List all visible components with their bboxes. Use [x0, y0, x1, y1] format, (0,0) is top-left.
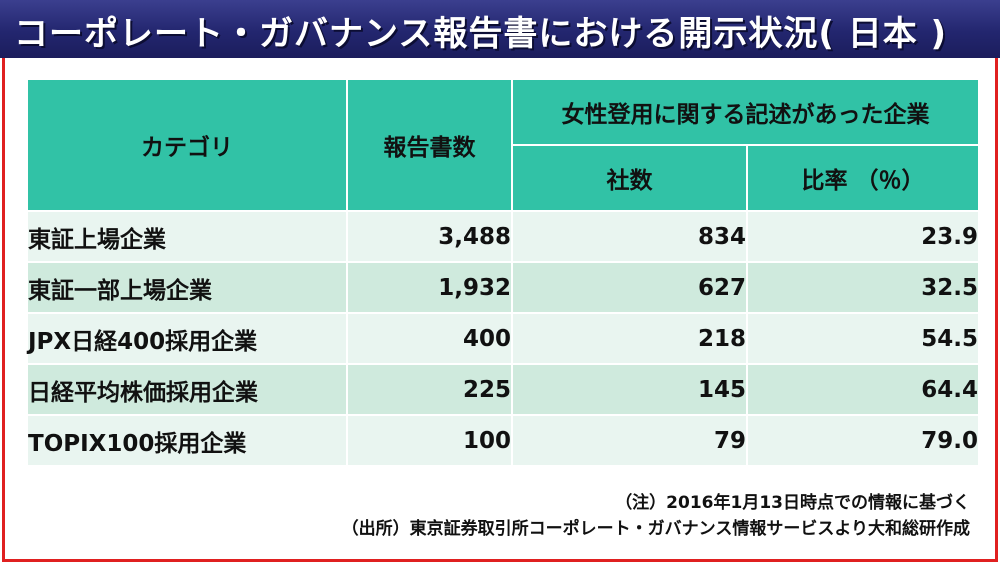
- cell-companies: 79: [511, 414, 748, 467]
- table-row: 東証一部上場企業 1,932 627 32.5: [26, 261, 980, 314]
- header-ratio: 比率 （％）: [746, 144, 980, 212]
- source-text: （出所）東京証券取引所コーポレート・ガバナンス情報サービスより大和総研作成: [341, 519, 970, 539]
- disclosure-table: カテゴリ 報告書数 女性登用に関する記述があった企業 社数 比率 （％） 東証上…: [26, 78, 980, 467]
- cell-ratio: 64.4: [746, 363, 980, 416]
- cell-reports: 100: [346, 414, 513, 467]
- cell-category: 日経平均株価採用企業: [26, 363, 348, 416]
- cell-reports: 400: [346, 312, 513, 365]
- cell-ratio: 32.5: [746, 261, 980, 314]
- cell-ratio: 23.9: [746, 210, 980, 263]
- cell-category: JPX日経400採用企業: [26, 312, 348, 365]
- cell-ratio: 79.0: [746, 414, 980, 467]
- header-reports: 報告書数: [346, 78, 513, 212]
- content-border: [2, 58, 998, 562]
- table-row: 東証上場企業 3,488 834 23.9: [26, 210, 980, 263]
- cell-ratio: 54.5: [746, 312, 980, 365]
- cell-reports: 225: [346, 363, 513, 416]
- note-text: （注）2016年1月13日時点での情報に基づく: [615, 493, 970, 513]
- cell-category: 東証一部上場企業: [26, 261, 348, 314]
- cell-reports: 3,488: [346, 210, 513, 263]
- header-companies: 社数: [511, 144, 748, 212]
- cell-companies: 627: [511, 261, 748, 314]
- cell-reports: 1,932: [346, 261, 513, 314]
- header-category: カテゴリ: [26, 78, 348, 212]
- footnotes: （注）2016年1月13日時点での情報に基づく （出所）東京証券取引所コーポレー…: [342, 490, 970, 542]
- cell-category: TOPIX100採用企業: [26, 414, 348, 467]
- table-row: JPX日経400採用企業 400 218 54.5: [26, 312, 980, 365]
- table-row: 日経平均株価採用企業 225 145 64.4: [26, 363, 980, 416]
- table-row: TOPIX100採用企業 100 79 79.0: [26, 414, 980, 467]
- cell-companies: 145: [511, 363, 748, 416]
- cell-companies: 834: [511, 210, 748, 263]
- cell-category: 東証上場企業: [26, 210, 348, 263]
- cell-companies: 218: [511, 312, 748, 365]
- slide-title: コーポレート・ガバナンス報告書における開示状況( 日本 ): [14, 14, 948, 54]
- title-bar: コーポレート・ガバナンス報告書における開示状況( 日本 ): [0, 0, 1000, 58]
- header-group: 女性登用に関する記述があった企業: [511, 78, 980, 146]
